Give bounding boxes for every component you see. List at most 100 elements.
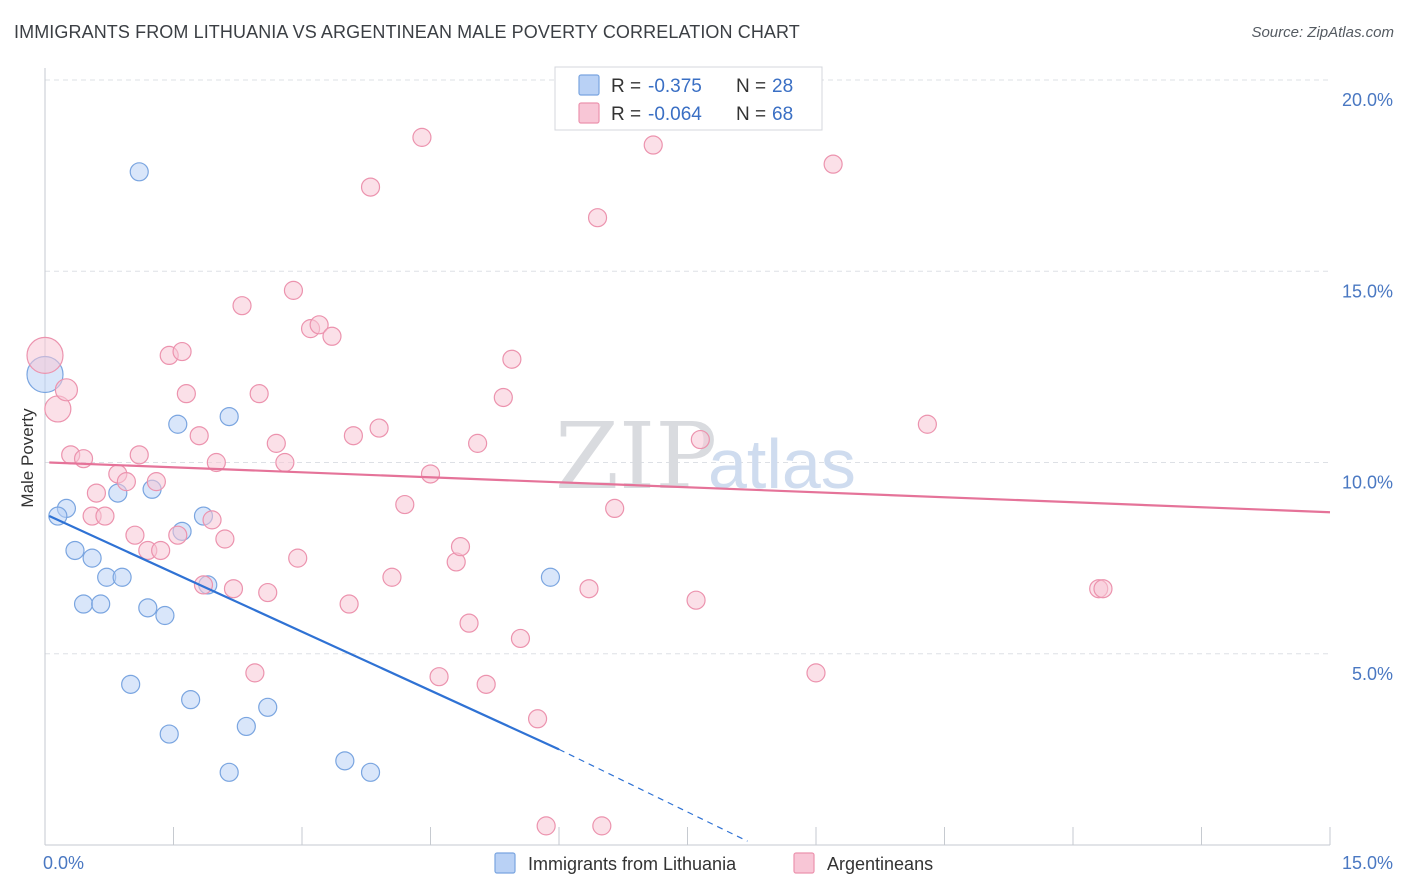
pink-point [54, 378, 79, 402]
pink-point [429, 667, 449, 687]
pink-point [26, 336, 64, 374]
y-tick-label: 5.0% [1352, 664, 1393, 684]
pink-point [690, 429, 710, 450]
y-tick-label: 20.0% [1342, 90, 1393, 110]
pink-point [206, 452, 226, 473]
pink-point [823, 154, 843, 174]
blue-point [48, 506, 68, 526]
pink-point [527, 709, 548, 729]
pink-point [643, 135, 663, 155]
trend-lines [48, 461, 1331, 842]
y-tick-label: 15.0% [1342, 281, 1393, 301]
axes: Male Poverty [18, 68, 1331, 846]
legend-n-label: N = [736, 104, 766, 125]
legend-r-value: -0.375 [648, 76, 702, 97]
pink-point [917, 414, 937, 434]
x-tick-label: 15.0% [1342, 853, 1393, 873]
pink-point [146, 472, 166, 492]
pink-point [168, 525, 188, 545]
pink-point [476, 674, 496, 694]
legend-r-label: R = [611, 76, 641, 97]
blue-point [91, 594, 111, 614]
pink-point [258, 582, 278, 603]
y-tick-label: 10.0% [1342, 473, 1393, 493]
pink-point [283, 280, 304, 300]
legend-n-value: 68 [772, 104, 793, 125]
pink-point [309, 315, 329, 335]
blue-point [258, 697, 278, 717]
blue-trend-line [48, 515, 560, 751]
pink-point [605, 498, 625, 518]
pink-point [468, 433, 488, 453]
pink-point [510, 628, 531, 649]
pink-point [129, 445, 149, 465]
pink-point [176, 384, 196, 404]
source-label: Source: ZipAtlas.com [1251, 24, 1394, 41]
blue-point [138, 598, 158, 618]
legend-n-value: 28 [772, 76, 793, 97]
legend-swatch-pink [578, 102, 600, 124]
blue-point [360, 762, 381, 782]
pink-point [116, 472, 136, 492]
blue-point [159, 724, 179, 744]
pink-point [382, 567, 402, 587]
legend-r-value: -0.064 [648, 104, 702, 125]
pink-trend-line [49, 461, 1331, 514]
pink-point [86, 483, 107, 503]
pink-point [151, 540, 171, 561]
scatter-points [26, 70, 1113, 836]
pink-point [579, 579, 599, 599]
pink-point [245, 663, 265, 683]
pink-point [502, 349, 522, 369]
pink-point [232, 296, 252, 316]
pink-point [322, 326, 342, 346]
pink-point [189, 426, 209, 446]
blue-point [121, 674, 141, 694]
blue-point [65, 540, 85, 561]
blue-point [335, 751, 355, 771]
pink-point [343, 426, 363, 446]
legend: R = -0.375 N = 28 R = -0.064 N = 68 [554, 66, 823, 131]
pink-point [686, 590, 706, 610]
pink-point [459, 613, 479, 633]
pink-point [493, 387, 513, 408]
blue-point [112, 567, 132, 587]
pink-point [339, 594, 359, 614]
y-axis-label: Male Poverty [18, 408, 37, 508]
blue-point [219, 762, 239, 782]
blue-point [236, 716, 256, 737]
pink-point [369, 418, 389, 438]
bottom-legend-swatch-blue [494, 852, 516, 874]
blue-point [168, 414, 188, 434]
pink-point [223, 579, 244, 599]
tick-labels: 5.0% 10.0% 15.0% 20.0% 0.0% 15.0% [43, 90, 1393, 873]
watermark-zip: ZIP [555, 403, 717, 510]
pink-point [412, 127, 432, 147]
blue-point [129, 162, 149, 182]
blue-point [73, 594, 94, 614]
pink-point [806, 663, 826, 683]
pink-point [215, 529, 235, 549]
blue-point [181, 690, 201, 710]
pink-point [202, 510, 222, 530]
pink-point [249, 384, 269, 404]
chart-title: IMMIGRANTS FROM LITHUANIA VS ARGENTINEAN… [14, 22, 800, 42]
legend-r-label: R = [611, 104, 641, 125]
pink-point [536, 816, 556, 836]
grid-lines [45, 79, 1330, 655]
pink-point [587, 208, 608, 228]
pink-point [266, 433, 286, 453]
bottom-legend-swatch-pink [793, 852, 815, 874]
legend-n-label: N = [736, 76, 766, 97]
blue-point [155, 605, 175, 626]
pink-point [360, 177, 381, 197]
blue-point [540, 567, 561, 587]
x-tick-label: 0.0% [43, 853, 84, 873]
pink-point [125, 525, 145, 545]
pink-point [95, 506, 115, 526]
bottom-legend: Immigrants from Lithuania Argentineans [494, 852, 933, 874]
blue-point [82, 548, 102, 568]
pink-point [420, 464, 441, 484]
